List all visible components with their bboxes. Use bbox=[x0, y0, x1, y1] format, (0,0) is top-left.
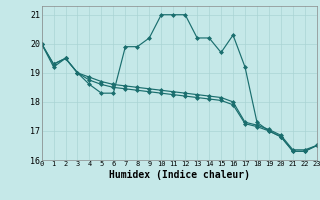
X-axis label: Humidex (Indice chaleur): Humidex (Indice chaleur) bbox=[109, 170, 250, 180]
